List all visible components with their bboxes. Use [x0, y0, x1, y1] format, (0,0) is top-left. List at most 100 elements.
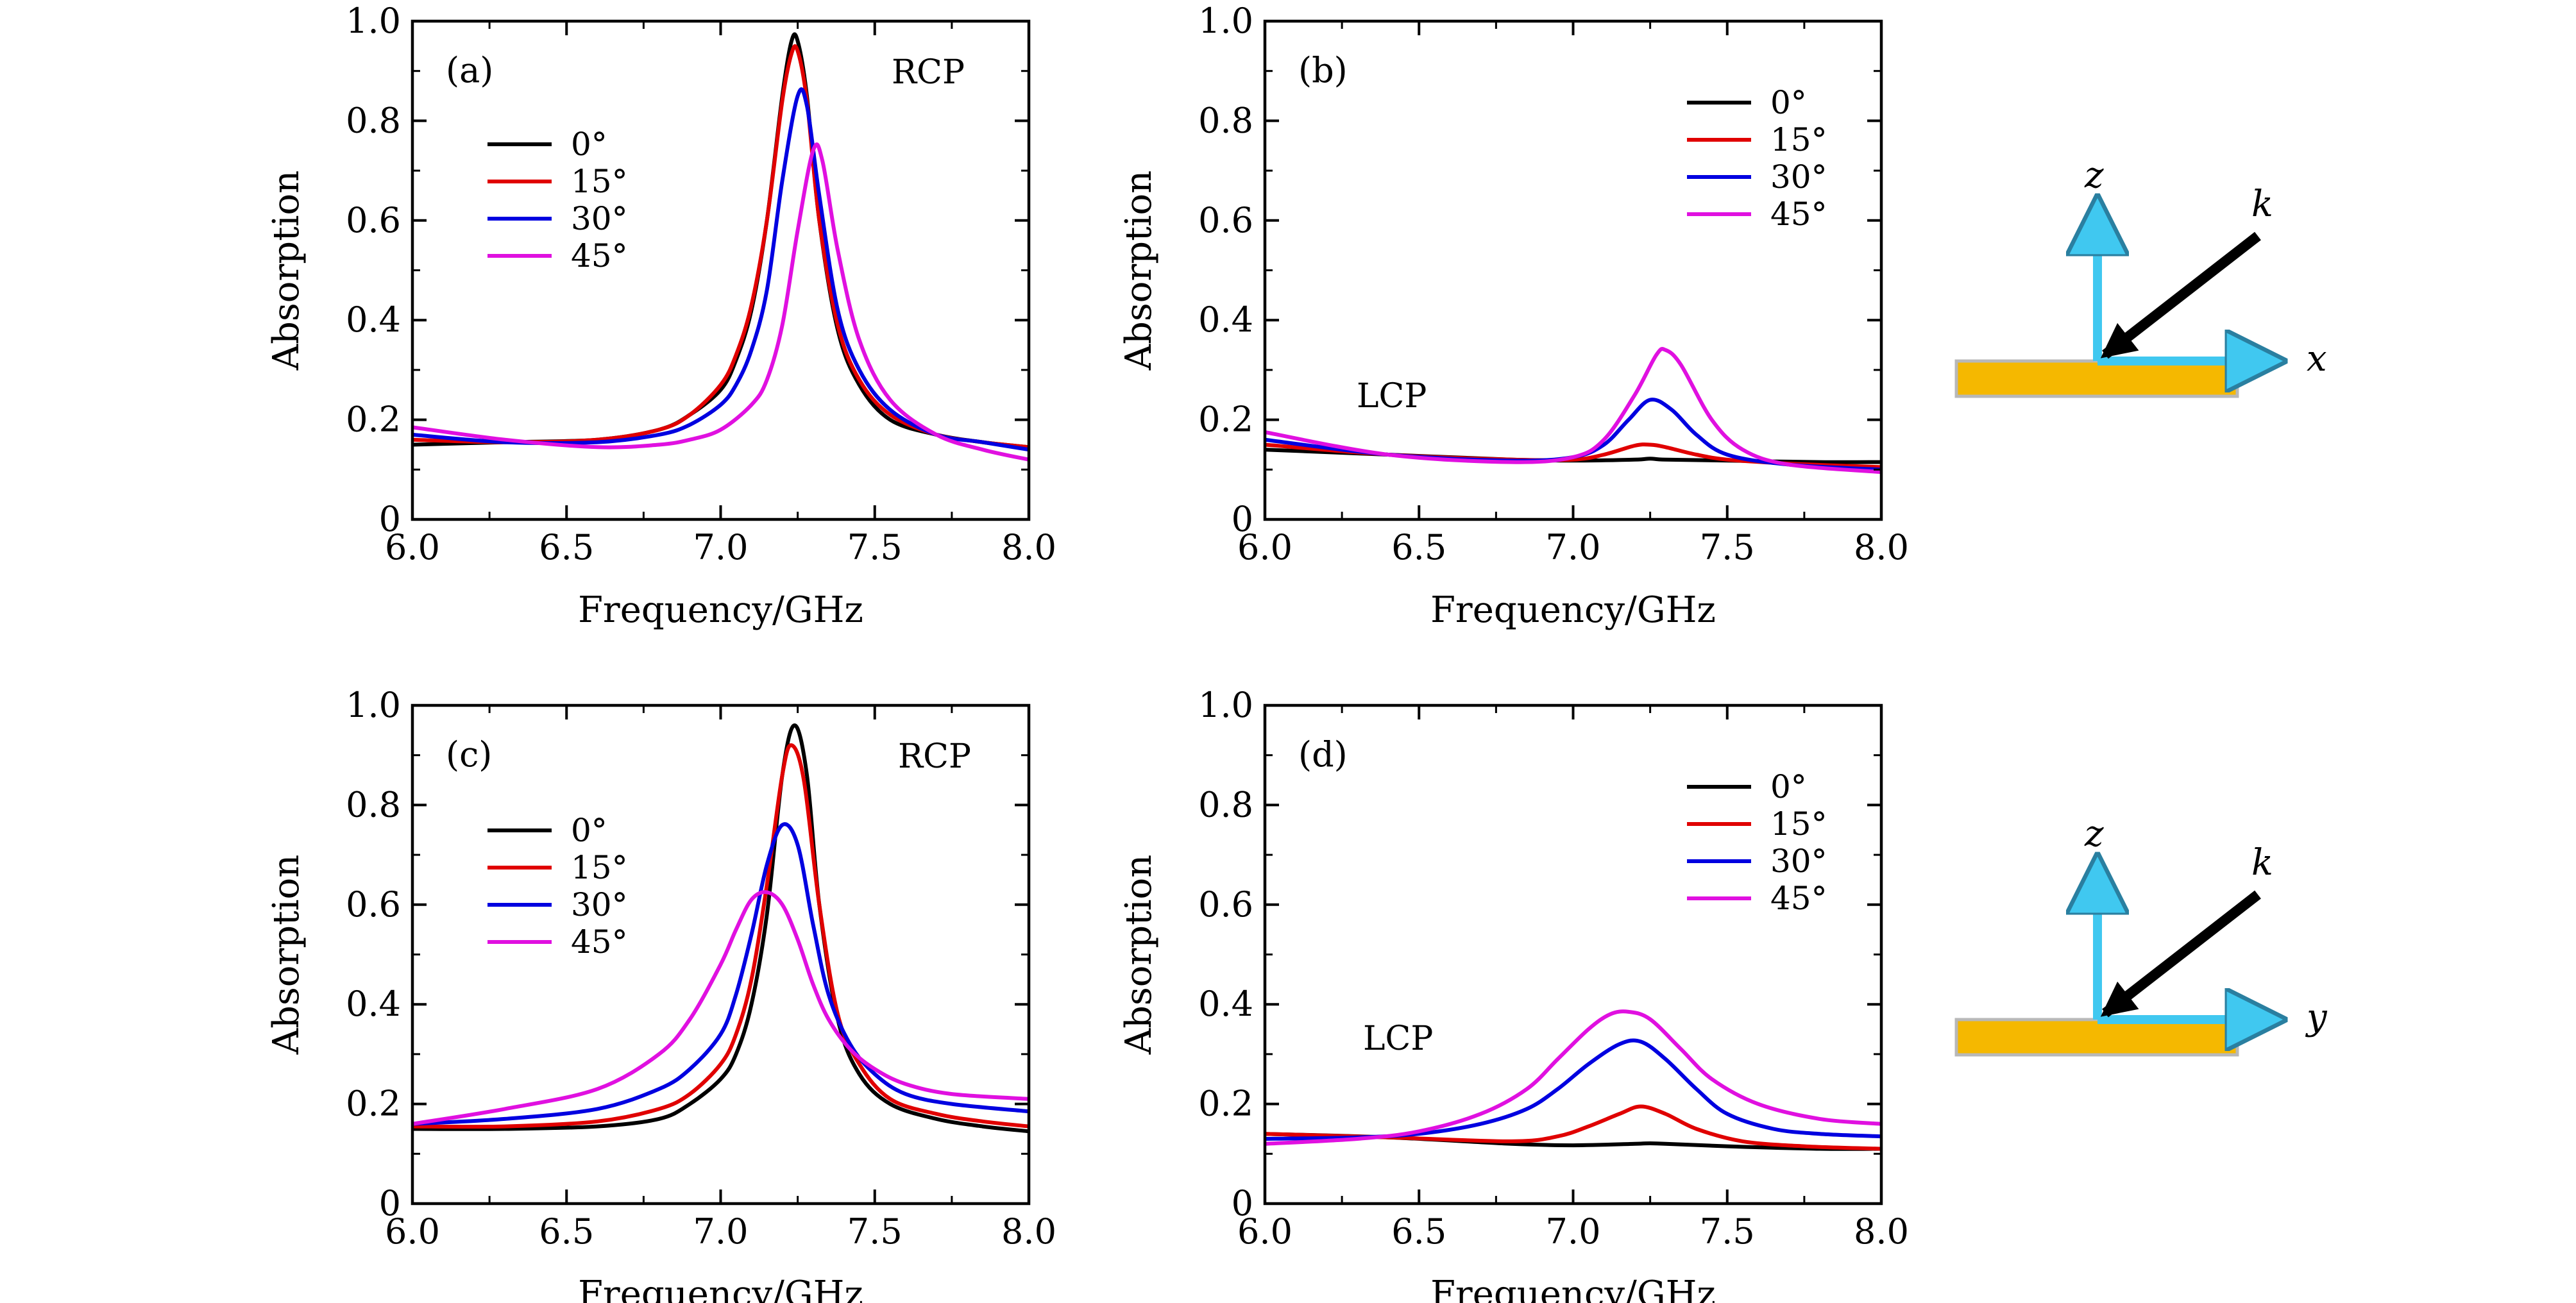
legend-label: 45° — [1770, 196, 1827, 233]
y-axis-label: Absorption — [1118, 171, 1160, 371]
y-tick-label: 0.4 — [346, 984, 401, 1024]
x-label: x — [2307, 338, 2327, 380]
x-axis-label: Frequency/GHz — [1430, 1274, 1716, 1303]
slab — [1954, 359, 2239, 398]
x-tick-label: 7.0 — [693, 527, 749, 567]
series-line-2 — [412, 87, 1029, 452]
y-tick-label: 0 — [1232, 499, 1253, 539]
y-tick-label: 0 — [379, 1183, 401, 1223]
x-axis-label: Frequency/GHz — [1430, 589, 1716, 631]
panel-label: (a) — [446, 50, 493, 90]
series-line-1 — [412, 44, 1029, 450]
series-line-1 — [1265, 1104, 1881, 1151]
series-group — [412, 723, 1029, 1134]
y-tick-label: 0 — [379, 499, 401, 539]
x-tick-label: 7.5 — [1700, 1211, 1755, 1252]
y-tick-label: 0.6 — [1198, 884, 1253, 925]
panel-a: (a) RCP Frequency/GHz Absorption 6.0 6.5 7… — [266, 1, 1056, 631]
x-tick-label: 6.5 — [539, 527, 594, 567]
x-tick-label: 6.5 — [1391, 1211, 1446, 1252]
y-tick-label: 0.6 — [346, 884, 401, 925]
y-tick-label: 0.4 — [346, 299, 401, 340]
y-axis-label: Absorption — [266, 171, 307, 371]
panel-label: (b) — [1298, 50, 1348, 90]
y-tick-label: 0.8 — [346, 784, 401, 825]
incidence-diagram-xz: z x k — [1954, 155, 2327, 398]
legend-label: 0° — [571, 812, 607, 849]
legend-label: 45° — [1770, 880, 1827, 917]
y-tick-label: 0.2 — [346, 399, 401, 440]
polarization-annotation: RCP — [892, 53, 965, 92]
k-vector-arrow — [2100, 890, 2261, 1018]
x-tick-label: 7.0 — [1546, 1211, 1601, 1252]
panel-b: (b) LCP Frequency/GHz Absorption 6.0 6.5 7… — [1118, 1, 1909, 631]
x-tick-label: 8.0 — [1001, 1211, 1056, 1252]
legend-label: 45° — [571, 237, 628, 274]
y-tick-label: 0.8 — [1198, 100, 1253, 140]
incidence-diagram-yz: z y k — [1954, 813, 2328, 1057]
y-tick-label: 0.6 — [1198, 200, 1253, 240]
series-line-3 — [1265, 347, 1881, 475]
y-tick-label: 0.2 — [1198, 1084, 1253, 1124]
series-group — [1265, 347, 1881, 475]
legend-label: 45° — [571, 923, 628, 961]
series-line-2 — [412, 822, 1029, 1126]
legend-label: 30° — [571, 200, 628, 237]
legend: 0°15°30°45° — [487, 126, 628, 274]
series-line-2 — [1265, 1038, 1881, 1141]
polarization-annotation: RCP — [898, 737, 971, 776]
y-tick-label: 1.0 — [346, 1, 401, 41]
z-label: z — [2084, 155, 2104, 196]
x-tick-label: 6.5 — [1391, 527, 1446, 567]
legend-label: 0° — [1770, 768, 1807, 805]
x-tick-label: 7.5 — [1700, 527, 1755, 567]
y-tick-label: 0.8 — [1198, 784, 1253, 825]
k-vector-arrow — [2100, 231, 2261, 359]
x-axis-label: Frequency/GHz — [578, 589, 863, 631]
x-tick-label: 7.5 — [847, 1211, 902, 1252]
legend: 0°15°30°45° — [1687, 84, 1827, 233]
x-tick-label: 6.0 — [385, 1211, 440, 1252]
x-tick-label: 8.0 — [1854, 527, 1909, 567]
y-tick-label: 0 — [1232, 1183, 1253, 1223]
x-tick-label: 8.0 — [1854, 1211, 1909, 1252]
y-tick-label: 0.4 — [1198, 984, 1253, 1024]
k-label: k — [2251, 842, 2273, 884]
x-tick-label: 7.5 — [847, 527, 902, 567]
x-tick-label: 6.0 — [1237, 1211, 1292, 1252]
series-group — [1265, 1009, 1881, 1151]
x-tick-label: 8.0 — [1001, 527, 1056, 567]
y-tick-label: 0.2 — [346, 1084, 401, 1124]
legend: 0°15°30°45° — [1687, 768, 1827, 917]
legend-label: 0° — [571, 126, 607, 163]
k-label: k — [2251, 183, 2273, 225]
series-line-3 — [1265, 1009, 1881, 1146]
slab — [1954, 1018, 2239, 1057]
y-label: y — [2305, 996, 2328, 1038]
x-tick-label: 6.5 — [539, 1211, 594, 1252]
legend: 0°15°30°45° — [487, 812, 628, 961]
series-line-3 — [412, 890, 1029, 1126]
legend-label: 15° — [1770, 121, 1827, 158]
panel-c: (c) RCP Frequency/GHz Absorption 6.0 6.5 7… — [266, 685, 1056, 1303]
x-axis-label: Frequency/GHz — [578, 1274, 863, 1303]
y-tick-label: 0.6 — [346, 200, 401, 240]
y-tick-label: 1.0 — [346, 685, 401, 725]
series-line-0 — [412, 723, 1029, 1134]
legend-label: 15° — [571, 849, 628, 886]
legend-label: 30° — [571, 886, 628, 923]
series-group — [412, 32, 1029, 462]
legend-label: 30° — [1770, 158, 1827, 196]
x-tick-label: 7.0 — [1546, 527, 1601, 567]
panel-d: (d) LCP Frequency/GHz Absorption 6.0 6.5 7… — [1118, 685, 1909, 1303]
y-tick-label: 0.4 — [1198, 299, 1253, 340]
y-tick-label: 0.2 — [1198, 399, 1253, 440]
polarization-annotation: LCP — [1363, 1020, 1433, 1058]
polarization-annotation: LCP — [1357, 377, 1427, 416]
plot-frame — [411, 19, 1031, 521]
x-tick-label: 6.0 — [1237, 527, 1292, 567]
x-tick-label: 7.0 — [693, 1211, 749, 1252]
legend-label: 0° — [1770, 84, 1807, 121]
panel-label: (c) — [446, 734, 492, 775]
